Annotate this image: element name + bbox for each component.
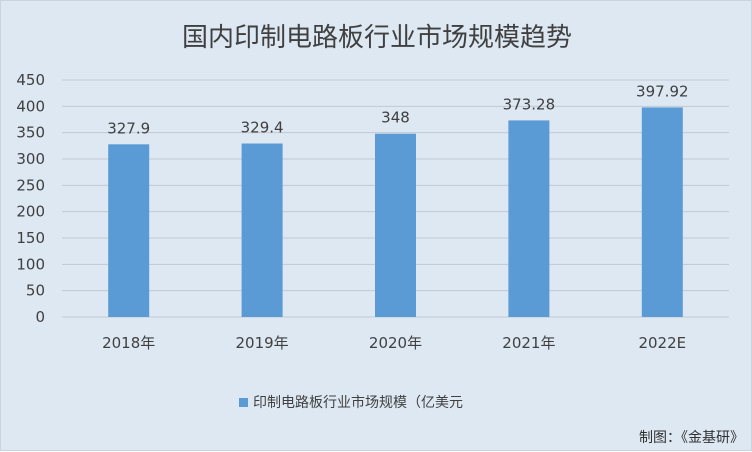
bar xyxy=(508,120,550,317)
y-tick-label: 250 xyxy=(16,176,45,194)
bar xyxy=(108,144,150,317)
y-tick-label: 450 xyxy=(16,71,45,89)
data-label: 327.9 xyxy=(107,119,150,137)
legend-label: 印制电路板行业市场规模（亿美元 xyxy=(253,394,463,411)
x-tick-label: 2021年 xyxy=(502,334,555,352)
credit-text: 制图：《金基研》 xyxy=(639,429,744,446)
y-tick-label: 350 xyxy=(16,124,45,142)
data-label: 329.4 xyxy=(241,119,284,137)
x-tick-label: 2022E xyxy=(638,334,686,352)
x-axis-categories: 2018年 2019年 2020年 2021年 2022E xyxy=(102,334,686,352)
data-label: 397.92 xyxy=(636,82,689,100)
bar xyxy=(241,143,283,317)
y-tick-label: 200 xyxy=(16,203,45,221)
bar xyxy=(375,133,416,317)
legend: 印制电路板行业市场规模（亿美元 xyxy=(239,394,463,411)
x-tick-label: 2018年 xyxy=(102,334,155,352)
y-tick-label: 0 xyxy=(35,308,45,326)
bars xyxy=(108,107,683,317)
bar xyxy=(641,107,683,317)
data-label: 373.28 xyxy=(503,95,556,113)
y-tick-label: 100 xyxy=(16,255,45,273)
data-labels: 327.9 329.4 348 373.28 397.92 xyxy=(107,82,688,137)
x-tick-label: 2019年 xyxy=(236,334,289,352)
chart-title: 国内印制电路板行业市场规模趋势 xyxy=(182,23,572,53)
x-tick-label: 2020年 xyxy=(369,334,422,352)
y-tick-label: 300 xyxy=(16,150,45,168)
y-tick-label: 150 xyxy=(16,229,45,247)
y-tick-label: 400 xyxy=(16,97,45,115)
y-axis-ticks: 0 50 100 150 200 250 300 350 400 450 xyxy=(16,71,45,326)
legend-swatch xyxy=(239,398,248,407)
y-tick-label: 50 xyxy=(26,282,45,300)
data-label: 348 xyxy=(381,109,410,127)
